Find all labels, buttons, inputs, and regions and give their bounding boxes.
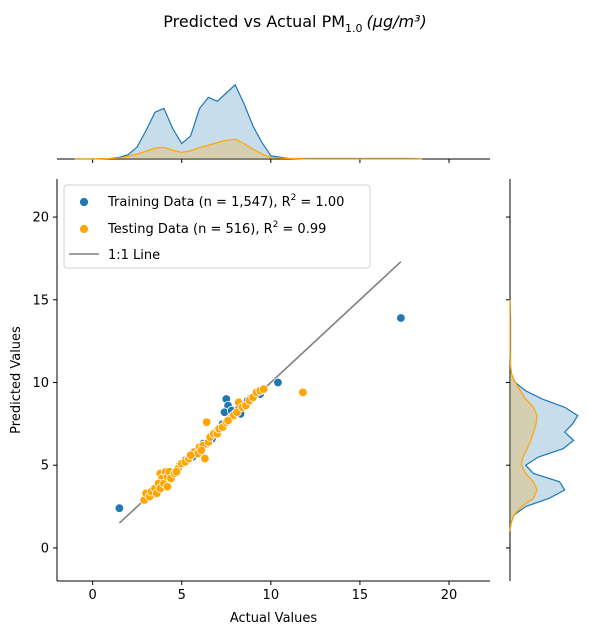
testing-point [162, 482, 173, 492]
scatter-points [114, 313, 406, 513]
marginal-x-training-fill [74, 84, 423, 159]
legend-box [63, 184, 371, 269]
legend-label-testing: Testing Data (n = 516), R2 = 0.99 [107, 220, 326, 237]
x-axis-label: Actual Values [230, 611, 318, 626]
main-axes: 0 5 10 15 20 0 5 10 15 20 [32, 179, 490, 603]
testing-point [196, 445, 207, 456]
y-tick-label: 20 [32, 211, 49, 226]
marginal-y-testing-curve [509, 299, 538, 532]
marginal-y-density [506, 179, 579, 581]
title-subscript: 1.0 [345, 22, 363, 35]
legend-marker-training [79, 197, 89, 207]
x-tick-label: 0 [88, 588, 96, 603]
testing-point [223, 415, 233, 426]
x-tick-label: 10 [263, 588, 280, 603]
legend: Training Data (n = 1,547), R2 = 1.00 Test… [63, 184, 371, 269]
y-axis-label: Predicted Values [9, 326, 24, 434]
testing-point [171, 467, 182, 477]
testing-point [258, 384, 269, 394]
legend-label-line: 1:1 Line [108, 248, 160, 263]
title-main: Predicted vs Actual PM [163, 12, 345, 31]
x-tick-label: 20 [441, 588, 458, 603]
x-tick-label: 5 [178, 588, 186, 603]
y-tick-label: 15 [32, 293, 49, 308]
testing-point [200, 453, 210, 464]
testing-point [185, 450, 196, 460]
legend-label-training: Training Data (n = 1,547), R2 = 1.00 [107, 193, 344, 210]
marginal-y-testing-fill [510, 299, 538, 532]
legend-marker-testing [79, 224, 89, 234]
x-tick-label: 15 [352, 588, 369, 603]
marginal-x-testing-curve [74, 138, 423, 160]
training-point [273, 377, 283, 388]
marginal-y-training-fill [510, 299, 578, 532]
training-point [114, 503, 125, 513]
testing-point [201, 417, 212, 427]
marginal-x-density [57, 83, 490, 163]
testing-point [298, 387, 308, 398]
y-tick-label: 10 [32, 376, 49, 391]
training-point [396, 313, 406, 323]
title-unit: (μg/m³) [367, 12, 427, 31]
marginal-x-testing-fill [74, 139, 423, 159]
chart-title: Predicted vs Actual PM1.0 (μg/m³) [163, 12, 426, 35]
y-tick-label: 5 [41, 459, 49, 474]
y-tick-label: 0 [41, 541, 49, 556]
